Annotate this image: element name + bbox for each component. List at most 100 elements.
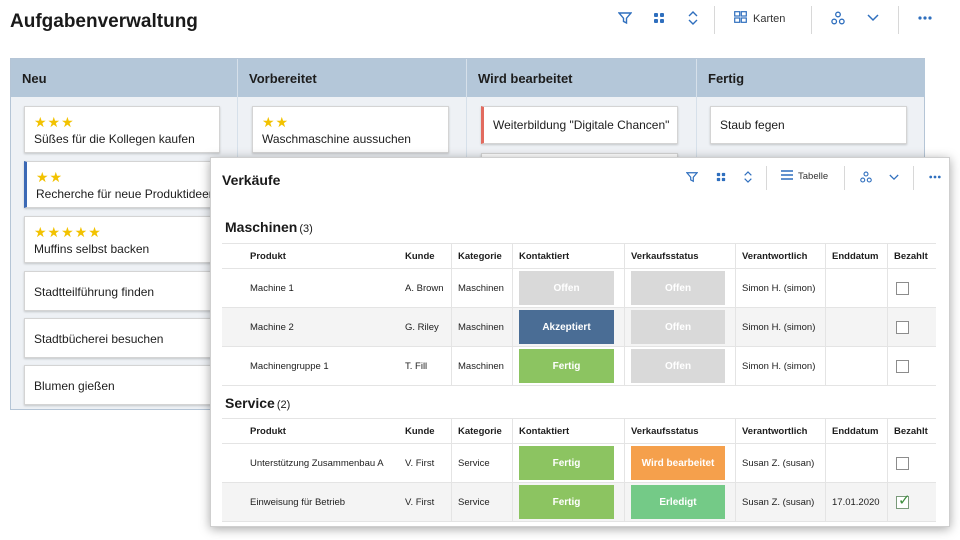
- col-bezahlt: [888, 483, 936, 521]
- col-verkaufsstatus-header[interactable]: Verkaufsstatus: [625, 419, 736, 443]
- table-row[interactable]: Unterstützung Zusammenbau A V. First Servi…: [222, 444, 936, 483]
- view-switch-cards[interactable]: Karten: [734, 11, 785, 26]
- status-badge[interactable]: Fertig: [519, 349, 614, 383]
- status-badge[interactable]: Fertig: [519, 446, 614, 480]
- task-card-text: Süßes für die Kollegen kaufen: [34, 132, 195, 146]
- task-card[interactable]: Blumen gießen: [24, 365, 220, 405]
- view-switch-table[interactable]: Tabelle: [781, 170, 828, 183]
- column-header-wird-bearbeitet[interactable]: Wird bearbeitet: [467, 59, 697, 97]
- col-bezahlt: [888, 347, 936, 385]
- task-card[interactable]: Stadtteilführung finden: [24, 271, 220, 311]
- task-card-text: Staub fegen: [720, 118, 785, 132]
- col-kunde-header[interactable]: Kunde: [399, 419, 452, 443]
- task-card[interactable]: Stadtbücherei besuchen: [24, 318, 220, 358]
- col-kategorie-header[interactable]: Kategorie: [452, 244, 513, 268]
- status-badge[interactable]: Offen: [631, 310, 725, 344]
- col-enddatum: [826, 269, 888, 307]
- col-kunde-header[interactable]: Kunde: [399, 244, 452, 268]
- toolbar-separator: [714, 6, 715, 34]
- status-badge[interactable]: Offen: [519, 271, 614, 305]
- col-bezahlt-header[interactable]: Bezahlt: [894, 250, 928, 262]
- task-card-text: Recherche für neue Produktideen: [36, 187, 216, 201]
- col-kontaktiert-header[interactable]: Kontaktiert: [513, 419, 625, 443]
- col-produkt: Machine 2: [250, 321, 294, 333]
- task-card[interactable]: Weiterbildung "Digitale Chancen": [481, 106, 678, 144]
- status-badge[interactable]: Offen: [631, 271, 725, 305]
- chevron-down-icon[interactable]: [887, 170, 901, 184]
- col-kontaktiert: Akzeptiert: [513, 308, 625, 346]
- column-header-vorbereitet[interactable]: Vorbereitet: [238, 59, 467, 97]
- paid-checkbox[interactable]: [896, 359, 909, 373]
- priority-stars: ★★: [262, 114, 290, 130]
- filter-icon[interactable]: [685, 170, 699, 184]
- column-title: Neu: [22, 70, 47, 86]
- toolbar-separator: [766, 166, 767, 190]
- paid-checkbox[interactable]: [896, 320, 909, 334]
- col-produkt: Unterstützung Zusammenbau A: [250, 457, 384, 469]
- col-kunde: A. Brown: [399, 269, 452, 307]
- filter-icon[interactable]: [616, 9, 634, 27]
- app-title: Aufgabenverwaltung: [10, 11, 198, 32]
- task-card-text: Blumen gießen: [34, 379, 115, 393]
- group-name: Service: [225, 395, 275, 411]
- column-header-neu[interactable]: Neu: [11, 59, 238, 97]
- col-kunde: V. First: [399, 444, 452, 482]
- task-card[interactable]: Staub fegen: [710, 106, 907, 144]
- table-row[interactable]: Machinengruppe 1 T. Fill Maschinen Fertig Of…: [222, 347, 936, 386]
- sort-icon[interactable]: [741, 170, 755, 184]
- col-enddatum-header[interactable]: Enddatum: [826, 419, 888, 443]
- group-title-maschinen[interactable]: Maschinen (3): [225, 219, 313, 235]
- group-dots-icon[interactable]: [714, 170, 728, 184]
- col-kategorie: Maschinen: [452, 269, 513, 307]
- col-verkaufsstatus: Offen: [625, 347, 736, 385]
- cards-view-icon: [734, 11, 747, 26]
- more-icon[interactable]: [928, 170, 942, 184]
- col-enddatum-header[interactable]: Enddatum: [826, 244, 888, 268]
- col-verantwortlich-header[interactable]: Verantwortlich: [736, 419, 826, 443]
- task-card[interactable]: ★★ Waschmaschine aussuchen: [252, 106, 449, 153]
- table-row[interactable]: Einweisung für Betrieb V. First Service Fer…: [222, 483, 936, 522]
- column-title: Wird bearbeitet: [478, 70, 573, 86]
- priority-stars: ★★★: [34, 114, 75, 130]
- col-enddatum: [826, 347, 888, 385]
- hierarchy-icon[interactable]: [829, 9, 847, 27]
- task-card[interactable]: ★★ Recherche für neue Produktideen: [24, 161, 220, 208]
- toolbar-separator: [844, 166, 845, 190]
- col-verantwortlich-header[interactable]: Verantwortlich: [736, 244, 826, 268]
- col-kategorie-header[interactable]: Kategorie: [452, 419, 513, 443]
- col-kontaktiert: Fertig: [513, 483, 625, 521]
- status-badge[interactable]: Akzeptiert: [519, 310, 614, 344]
- col-kategorie: Service: [452, 444, 513, 482]
- more-icon[interactable]: [916, 9, 934, 27]
- status-badge[interactable]: Fertig: [519, 485, 614, 519]
- table-row[interactable]: Machine 1 A. Brown Maschinen Offen Offen Simo…: [222, 269, 936, 308]
- group-title-service[interactable]: Service (2): [225, 395, 290, 411]
- col-verkaufsstatus: Wird bearbeitet: [625, 444, 736, 482]
- col-verkaufsstatus: Offen: [625, 308, 736, 346]
- task-card-text: Stadtteilführung finden: [34, 285, 155, 299]
- task-card[interactable]: ★★★ Süßes für die Kollegen kaufen: [24, 106, 220, 153]
- paid-checkbox[interactable]: [896, 281, 909, 295]
- status-badge[interactable]: Wird bearbeitet: [631, 446, 725, 480]
- hierarchy-icon[interactable]: [859, 170, 873, 184]
- status-badge[interactable]: Erledigt: [631, 485, 725, 519]
- sort-icon[interactable]: [684, 9, 702, 27]
- col-verkaufsstatus-header[interactable]: Verkaufsstatus: [625, 244, 736, 268]
- col-kunde: G. Riley: [399, 308, 452, 346]
- col-kontaktiert-header[interactable]: Kontaktiert: [513, 244, 625, 268]
- table-row[interactable]: Machine 2 G. Riley Maschinen Akzeptiert Offe…: [222, 308, 936, 347]
- group-dots-icon[interactable]: [650, 9, 668, 27]
- paid-checkbox[interactable]: [896, 491, 911, 509]
- chevron-down-icon[interactable]: [864, 9, 882, 27]
- col-verantwortlich: Simon H. (simon): [736, 308, 826, 346]
- column-header-fertig[interactable]: Fertig: [697, 59, 925, 97]
- col-kunde: T. Fill: [399, 347, 452, 385]
- task-card[interactable]: ★★★★★ Muffins selbst backen: [24, 216, 220, 263]
- col-bezahlt-header[interactable]: Bezahlt: [894, 425, 928, 437]
- col-produkt-header[interactable]: Produkt: [250, 250, 286, 262]
- col-produkt-header[interactable]: Produkt: [250, 425, 286, 437]
- col-enddatum: 17.01.2020: [826, 483, 888, 521]
- paid-checkbox[interactable]: [896, 456, 909, 470]
- status-badge[interactable]: Offen: [631, 349, 725, 383]
- priority-stars: ★★★★★: [34, 224, 102, 240]
